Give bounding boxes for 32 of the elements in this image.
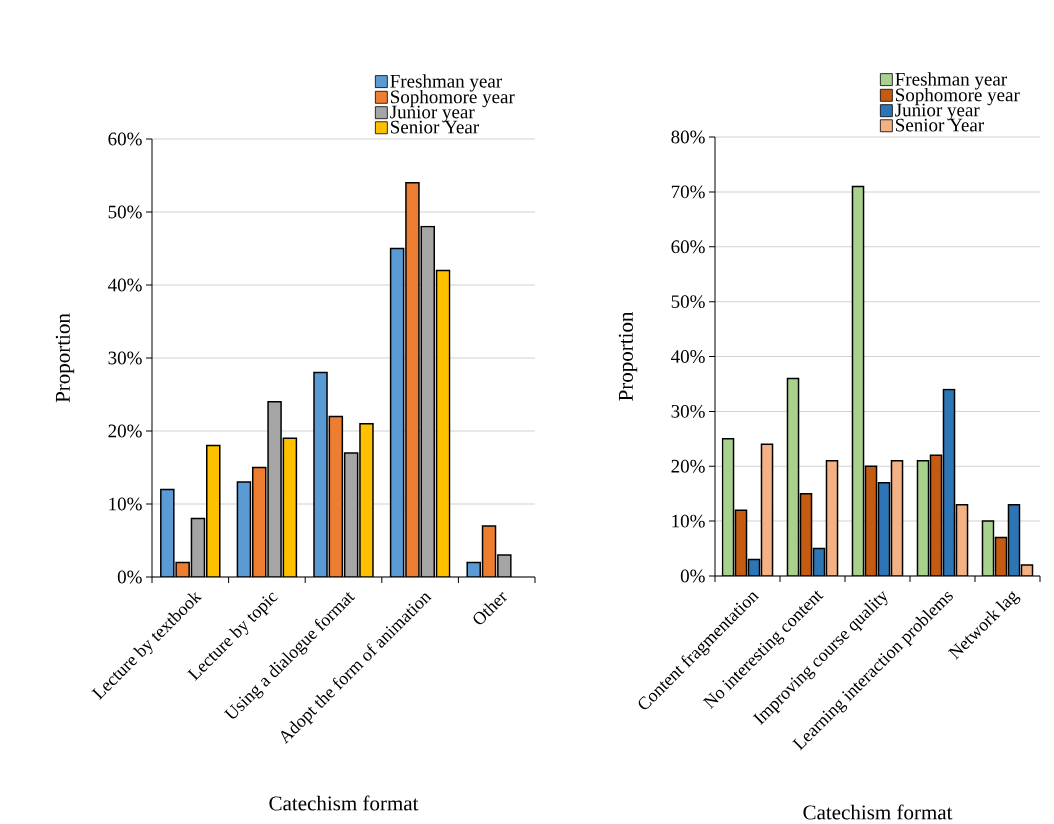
bar <box>851 185 865 576</box>
y-tick-label: 10% <box>109 497 142 511</box>
bar <box>420 225 436 577</box>
y-tick-label: 70% <box>671 185 705 199</box>
y-tick-label: 40% <box>108 278 142 292</box>
y-tick-label: 50% <box>671 295 705 309</box>
y-axis-title: Proportion <box>55 313 75 403</box>
x-axis-title: Catechism format <box>269 795 419 811</box>
bar <box>389 247 405 577</box>
bar <box>236 481 252 577</box>
y-tick-label: 0% <box>680 569 705 583</box>
y-tick-label: 60% <box>671 240 705 254</box>
bar <box>942 388 956 576</box>
bar <box>435 269 451 577</box>
bar <box>282 437 298 577</box>
y-tick-label: 40% <box>671 350 705 363</box>
x-axis-title: Catechism format <box>803 804 953 820</box>
y-axis-title: Proportion <box>618 311 638 401</box>
y-tick-label: 30% <box>108 351 142 365</box>
y-tick-label: 20% <box>671 459 705 473</box>
bar <box>190 517 206 577</box>
y-tick-label: 20% <box>108 424 142 438</box>
bar <box>328 415 344 577</box>
y-tick-label: 80% <box>671 130 705 144</box>
y-tick-label: 10% <box>672 514 705 528</box>
bar <box>343 452 359 577</box>
y-tick-label: 30% <box>671 404 705 418</box>
bar <box>251 466 267 577</box>
bar <box>786 377 800 576</box>
y-tick-label: 60% <box>108 132 142 146</box>
y-tick-label: 0% <box>117 570 142 584</box>
y-tick-label: 50% <box>108 205 142 219</box>
